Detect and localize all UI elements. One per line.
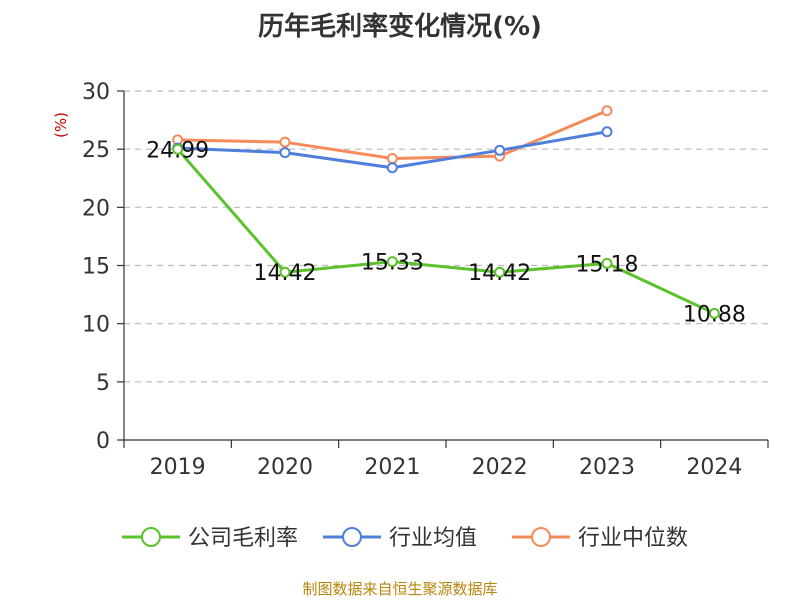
chart-title: 历年毛利率变化情况(%) (258, 12, 542, 42)
data-label: 24.99 (146, 138, 209, 163)
legend-item[interactable]: 行业中位数 (512, 526, 688, 551)
legend-label: 行业中位数 (578, 526, 688, 551)
data-point (708, 307, 720, 319)
legend-label: 行业均值 (389, 526, 477, 551)
x-tick-label: 2024 (686, 455, 742, 480)
source-note: 制图数据来自恒生聚源数据库 (302, 580, 498, 598)
data-label: 14.42 (468, 261, 531, 286)
data-label: 15.33 (361, 251, 424, 276)
data-point (279, 147, 291, 159)
series-lines (172, 105, 720, 319)
axes: 0 5 10 15 20 25 30 2019 2020 2021 2022 2023 2024 (%) (52, 80, 769, 480)
legend-marker-icon (531, 527, 551, 547)
x-tick-label: 2021 (364, 455, 420, 480)
legend-item[interactable]: 行业均值 (323, 526, 477, 551)
y-tick-label: 25 (82, 138, 110, 163)
data-label: 14.42 (254, 261, 317, 286)
y-tick-label: 0 (96, 429, 110, 454)
data-label: 15.18 (576, 252, 639, 277)
data-point (279, 266, 291, 278)
legend[interactable]: 公司毛利率 行业均值 行业中位数 (122, 526, 688, 551)
data-point (386, 256, 398, 268)
data-point (279, 136, 291, 148)
y-tick-label: 30 (82, 80, 110, 105)
data-point (494, 144, 506, 156)
y-tick-label: 10 (82, 313, 110, 338)
y-tick-label: 20 (82, 196, 110, 221)
legend-item[interactable]: 公司毛利率 (122, 526, 298, 551)
x-tick-label: 2022 (472, 455, 528, 480)
x-tick-label: 2019 (150, 455, 206, 480)
x-tick-label: 2023 (579, 455, 635, 480)
legend-label: 公司毛利率 (188, 526, 298, 551)
data-point (386, 162, 398, 174)
data-label: 10.88 (683, 302, 746, 327)
data-point (601, 126, 613, 138)
data-point (386, 152, 398, 164)
y-tick-label: 15 (82, 255, 110, 280)
x-tick-label: 2020 (257, 455, 313, 480)
grid-lines (124, 90, 768, 383)
data-labels: 24.99 14.42 15.33 14.42 15.18 10.88 (146, 138, 746, 327)
y-tick-label: 5 (96, 371, 110, 396)
series-line (176, 148, 715, 315)
data-point (172, 143, 184, 155)
legend-marker-icon (141, 527, 161, 547)
y-axis-unit-label: (%) (52, 112, 70, 138)
data-point (494, 266, 506, 278)
legend-marker-icon (342, 527, 362, 547)
data-point (601, 105, 613, 117)
data-point (601, 257, 613, 269)
